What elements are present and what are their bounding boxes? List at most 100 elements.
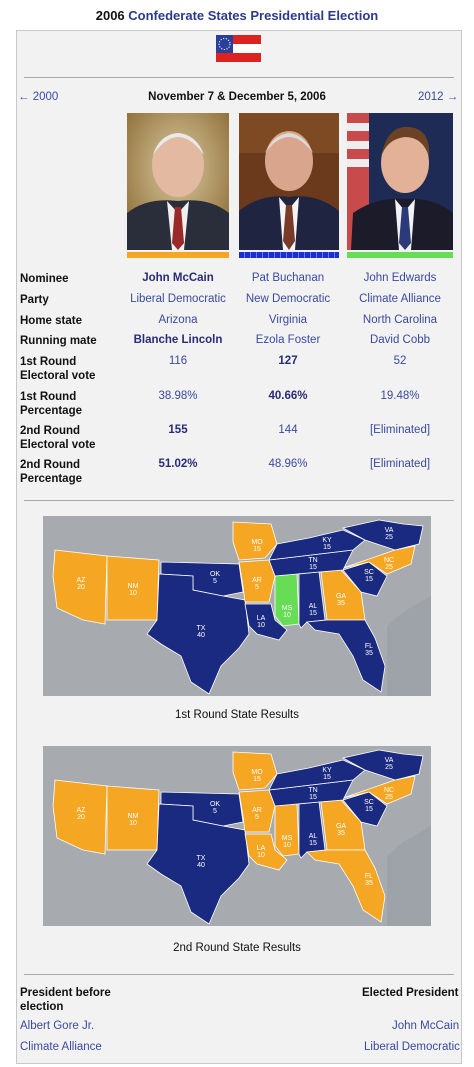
state-label-ky: KY 15 (322, 767, 332, 781)
edwards-running-mate[interactable]: David Cobb (369, 334, 431, 346)
state-label-nc: NC 25 (384, 787, 394, 801)
buchanan-home-state[interactable]: Virginia (268, 314, 308, 326)
state-label-la: LA 10 (257, 615, 266, 629)
state-label-mo: MO 15 (251, 769, 263, 783)
state-label-ar: AR 5 (252, 807, 262, 821)
state-label-tx: TX 40 (197, 625, 206, 639)
round1-caption: 1st Round State Results (174, 709, 299, 721)
mccain-photo (127, 113, 229, 250)
buchanan-color-bar (239, 252, 339, 258)
buchanan-name[interactable]: Pat Buchanan (251, 272, 325, 284)
party-label: Party (20, 294, 49, 306)
state-va (341, 519, 424, 551)
state-label-ms: MS 10 (282, 835, 293, 849)
pct1-label-line1: 1st Round (20, 391, 77, 403)
election-date: November 7 & December 5, 2006 (148, 91, 326, 103)
mccain-pct1: 38.98% (158, 390, 198, 402)
edwards-ev2: [Eliminated] (369, 424, 431, 436)
state-label-mo: MO 15 (251, 539, 263, 553)
pct2-label-line1: 2nd Round (20, 459, 81, 471)
buchanan-ev1: 127 (278, 355, 298, 367)
pct1-label: 1st Round Percentage (20, 390, 82, 418)
state-label-ar: AR 5 (252, 577, 262, 591)
nominee-label: Nominee (20, 273, 69, 285)
confederate-flag-icon (216, 35, 261, 62)
elected-president-label: Elected President (362, 987, 459, 999)
pct2-label: 2nd Round Percentage (20, 458, 82, 486)
state-label-sc: SC 15 (364, 799, 374, 813)
ev1-label: 1st Round Electoral vote (20, 355, 95, 383)
edwards-party[interactable]: Climate Alliance (359, 293, 441, 305)
state-label-ok: OK 5 (210, 571, 220, 585)
prev-election-link[interactable]: ← 2000 (18, 91, 59, 103)
next-election-link[interactable]: 2012 → (418, 91, 459, 103)
state-label-az: AZ 20 (77, 577, 87, 591)
state-label-ms: MS 10 (282, 605, 293, 619)
divider (24, 500, 454, 501)
state-mo (232, 751, 278, 791)
president-before-label-line2: election (20, 1001, 64, 1013)
mccain-home-state[interactable]: Arizona (158, 314, 198, 326)
pct2-label-line2: Percentage (20, 473, 83, 485)
state-la (244, 603, 288, 641)
home-state-label: Home state (20, 315, 82, 327)
elected-president-party[interactable]: Liberal Democratic (364, 1041, 460, 1053)
state-la (244, 833, 288, 871)
state-label-va: VA 25 (385, 527, 394, 541)
state-label-al: AL 15 (309, 603, 318, 617)
edwards-photo (347, 113, 453, 250)
state-label-va: VA 25 (385, 757, 394, 771)
round2-map: AZ 20 NM 10 OK 5 TX 40 MO 15 AR 5 LA 10 MS 10 AL 15 GA 35 FL… (43, 746, 431, 926)
state-label-fl: FL 35 (365, 643, 373, 657)
running-mate-label: Running mate (20, 335, 97, 347)
edwards-name[interactable]: John Edwards (363, 272, 437, 284)
mccain-ev2: 155 (168, 424, 188, 436)
mccain-name[interactable]: John McCain (142, 272, 214, 284)
buchanan-party[interactable]: New Democratic (245, 293, 331, 305)
state-label-az: AZ 20 (77, 807, 87, 821)
state-label-al: AL 15 (309, 833, 318, 847)
ev2-label-line1: 2nd Round (20, 425, 81, 437)
edwards-color-bar (347, 252, 453, 258)
divider (24, 974, 454, 975)
round2-caption: 2nd Round State Results (173, 942, 301, 954)
title-link[interactable]: Confederate States Presidential Election (128, 8, 379, 23)
divider (24, 77, 454, 78)
state-label-nm: NM 10 (128, 813, 139, 827)
state-fl (306, 849, 386, 923)
state-label-nm: NM 10 (128, 583, 139, 597)
mccain-running-mate[interactable]: Blanche Lincoln (133, 334, 223, 346)
state-mo (232, 521, 278, 561)
mccain-ev1: 116 (168, 355, 188, 367)
mccain-party[interactable]: Liberal Democratic (130, 293, 226, 305)
mccain-color-bar (127, 252, 229, 258)
president-before-name[interactable]: Albert Gore Jr. (20, 1020, 95, 1032)
state-label-la: LA 10 (257, 845, 266, 859)
buchanan-ev2: 144 (278, 424, 298, 436)
buchanan-running-mate[interactable]: Ezola Foster (255, 334, 321, 346)
ev2-label: 2nd Round Electoral vote (20, 424, 95, 452)
pct1-label-line2: Percentage (20, 405, 83, 417)
state-label-tn: TN 15 (308, 787, 317, 801)
buchanan-photo (239, 113, 339, 250)
buchanan-pct1: 40.66% (268, 390, 308, 402)
edwards-pct1: 19.48% (380, 390, 420, 402)
round1-map: AZ 20 NM 10 OK 5 TX 40 MO 15 AR 5 LA 10 MS 10 AL 15 GA 35 FL… (43, 516, 431, 696)
state-label-sc: SC 15 (364, 569, 374, 583)
state-label-fl: FL 35 (365, 873, 373, 887)
state-label-ky: KY 15 (322, 537, 332, 551)
state-tx (146, 573, 250, 695)
title-year: 2006 (95, 8, 125, 23)
state-va (341, 749, 424, 781)
edwards-home-state[interactable]: North Carolina (362, 314, 438, 326)
state-tx (146, 803, 250, 925)
state-label-ga: GA 35 (336, 823, 346, 837)
page-title: 2006 Confederate States Presidential Ele… (0, 8, 474, 23)
ev1-label-line1: 1st Round (20, 356, 77, 368)
president-before-party[interactable]: Climate Alliance (20, 1041, 102, 1053)
elected-president-name[interactable]: John McCain (392, 1020, 460, 1032)
ev1-label-line2: Electoral vote (20, 370, 96, 382)
state-fl (306, 619, 386, 693)
state-label-ga: GA 35 (336, 593, 346, 607)
state-label-nc: NC 25 (384, 557, 394, 571)
